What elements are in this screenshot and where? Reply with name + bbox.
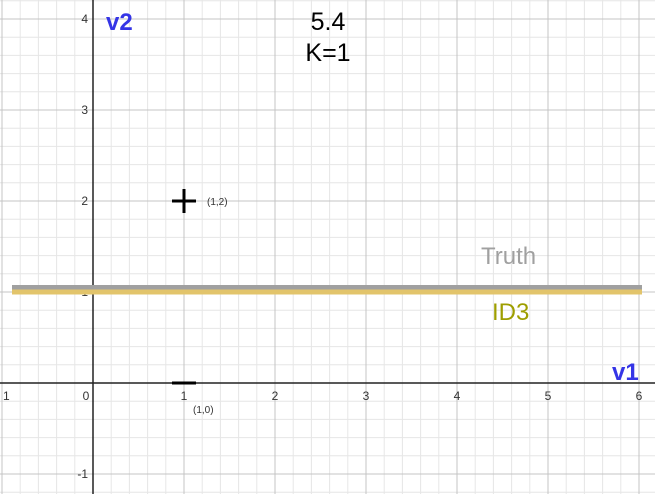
line-label-id3: ID3 <box>492 299 529 326</box>
x-tick-label: 6 <box>636 389 643 403</box>
data-points: (1,2) (1,0) <box>172 189 228 416</box>
x-tick-label: 3 <box>363 389 370 403</box>
y-tick-label: 2 <box>81 194 88 208</box>
y-tick-label: 3 <box>81 103 88 117</box>
x-tick-label: 1 <box>3 389 10 403</box>
x-tick-label: 1 <box>181 389 188 403</box>
point-plus <box>172 189 196 213</box>
x-axis-label: v1 <box>612 359 639 386</box>
point-label: (1,0) <box>193 405 214 416</box>
y-tick-label: 4 <box>81 12 88 26</box>
y-tick-label: -1 <box>77 467 88 481</box>
y-tick-labels: 4321-1 <box>77 12 88 481</box>
line-label-truth: Truth <box>481 243 536 270</box>
x-tick-label: 0 <box>83 389 90 403</box>
horizontal-lines: Truth ID3 <box>12 243 642 326</box>
x-tick-labels: 1 0 1 2 3 4 5 6 <box>3 389 643 403</box>
x-tick-label: 2 <box>272 389 279 403</box>
x-tick-label: 5 <box>545 389 552 403</box>
chart-title: 5.4 <box>311 8 346 36</box>
chart-subtitle: K=1 <box>305 39 350 67</box>
x-tick-label: 4 <box>454 389 461 403</box>
point-label: (1,2) <box>207 197 228 208</box>
y-axis-label: v2 <box>106 9 133 36</box>
